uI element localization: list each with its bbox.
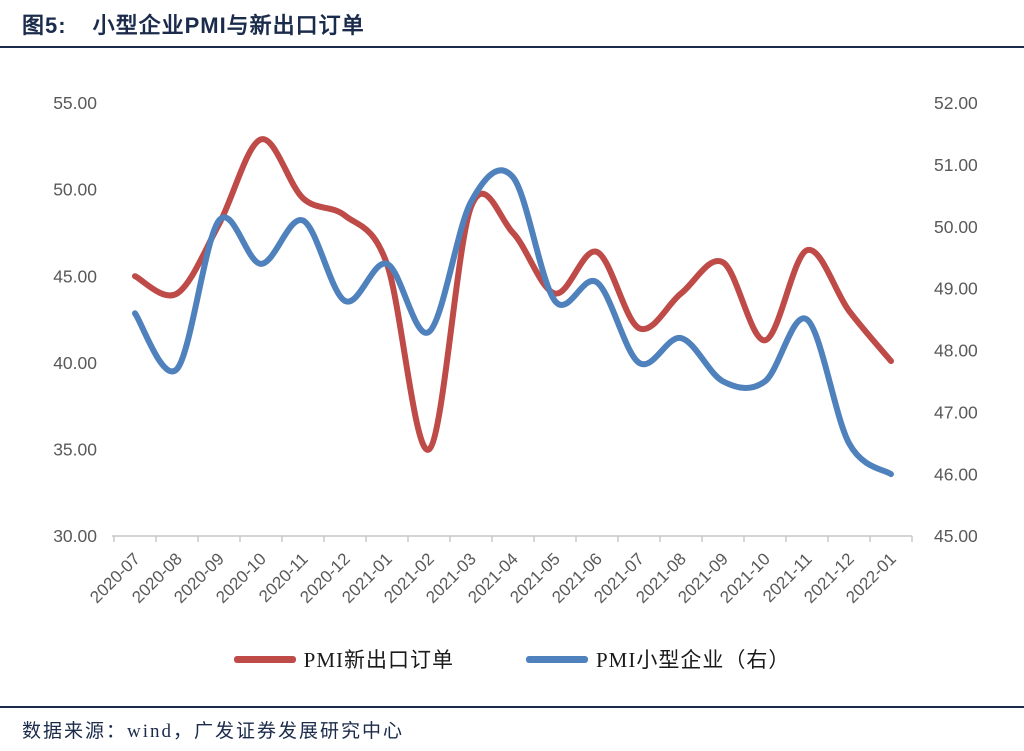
svg-text:51.00: 51.00 (934, 155, 978, 175)
svg-text:46.00: 46.00 (934, 464, 978, 484)
svg-text:35.00: 35.00 (53, 440, 97, 460)
svg-text:55.00: 55.00 (53, 93, 97, 113)
svg-text:40.00: 40.00 (53, 353, 97, 373)
svg-text:50.00: 50.00 (53, 180, 97, 200)
svg-text:30.00: 30.00 (53, 526, 97, 546)
svg-text:49.00: 49.00 (934, 279, 978, 299)
red-series-swatch (233, 655, 296, 663)
svg-text:52.00: 52.00 (934, 93, 978, 113)
figure-header: 图5: 小型企业PMI与新出口订单 (22, 8, 365, 40)
svg-text:45.00: 45.00 (53, 266, 97, 286)
legend-item-new-export-orders: PMI新出口订单 (233, 644, 454, 674)
header-divider (0, 46, 1024, 48)
chart-legend: PMI新出口订单 PMI小型企业（右） (0, 644, 1024, 674)
svg-text:50.00: 50.00 (934, 217, 978, 237)
data-source: 数据来源：wind，广发证券发展研究中心 (22, 721, 405, 742)
blue-series-swatch (526, 655, 588, 663)
pmi-line-chart: 55.00 50.00 45.00 40.00 35.00 30.00 52.00 51.00… (53, 93, 978, 607)
legend-item-small-enterprise-pmi: PMI小型企业（右） (526, 644, 790, 674)
legend-label-small-enterprise-pmi: PMI小型企业（右） (596, 648, 791, 672)
legend-label-new-export-orders: PMI新出口订单 (303, 648, 454, 672)
chart-canvas: 55.00 50.00 45.00 40.00 35.00 30.00 52.00 51.00… (53, 93, 978, 607)
svg-text:47.00: 47.00 (934, 402, 978, 422)
figure-title: 小型企业PMI与新出口订单 (92, 13, 365, 38)
svg-text:48.00: 48.00 (934, 341, 978, 361)
footer-divider (0, 706, 1024, 708)
figure-number: 图5: (22, 13, 67, 38)
svg-text:45.00: 45.00 (934, 526, 978, 546)
